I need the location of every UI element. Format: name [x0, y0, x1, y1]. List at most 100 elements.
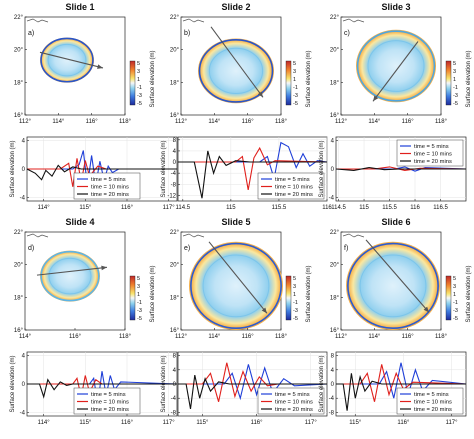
x-tick-label: 115 [359, 205, 369, 211]
x-tick-label: 115.5 [272, 205, 287, 211]
transect-arrowhead [101, 265, 107, 271]
colorbar-tick-label: -5 [137, 101, 142, 107]
map-x-tick-label: 114° [368, 119, 381, 125]
map-y-tick-label: 16° [170, 328, 180, 334]
y-axis-label: Surface elevation (m) [319, 140, 325, 197]
panel-label: a) [28, 30, 34, 37]
x-tick-label: 114° [38, 205, 51, 211]
colorbar-tick-label: 1 [137, 292, 140, 298]
x-tick-label: 115 [226, 205, 236, 211]
legend-entry: time = 20 mins [414, 407, 452, 413]
y-tick-label: -4 [171, 396, 177, 402]
map-x-tick-label: 118° [435, 119, 448, 125]
transect-arrowhead [373, 95, 379, 102]
coastline [182, 233, 205, 238]
map-x-tick-label: 114° [208, 119, 221, 125]
legend-entry: time = 20 mins [275, 407, 313, 413]
x-tick-label: 114° [38, 420, 51, 426]
colorbar-tick-label: 5 [453, 276, 456, 282]
slide-title: Slide 1 [65, 2, 94, 12]
transect-arrow [365, 239, 430, 313]
y-tick-label: 8 [173, 138, 177, 144]
y-tick-label: -4 [329, 195, 335, 201]
colorbar-tick-label: -5 [293, 316, 298, 322]
panel-label: d) [28, 245, 34, 252]
map-y-tick-label: 20° [330, 48, 340, 54]
y-tick-label: 4 [22, 139, 26, 145]
map-x-tick-label: 112° [19, 119, 32, 125]
colorbar-tick-label: -1 [137, 300, 142, 306]
line-chart: 8 4 0 -4 -8 115° 116° 117° Surface elevation (m)… [319, 351, 467, 426]
colorbar-label: Surface elevation (m) [306, 265, 312, 322]
colorbar-tick-label: -5 [137, 316, 142, 322]
x-tick-label: 114.5 [331, 205, 346, 211]
map-y-tick-label: 16° [330, 328, 340, 334]
series-line-2 [27, 375, 177, 397]
series-line-3 [27, 378, 177, 399]
map-y-tick-label: 18° [14, 80, 24, 86]
colorbar-tick-label: 1 [293, 292, 296, 298]
coastline [26, 233, 49, 238]
map-x-tick-label: 114° [208, 334, 221, 340]
y-tick-label: -8 [171, 410, 177, 416]
coastline [342, 233, 365, 238]
map-y-tick-label: 22° [330, 230, 340, 236]
legend-entry: time = 10 mins [275, 400, 313, 406]
slide-panel-1: Slide 1a)22°20°18°16°112° 114° 116° 118°531… [10, 2, 178, 211]
colorbar-tick-label: 5 [137, 61, 140, 67]
x-tick-label: 115° [196, 420, 209, 426]
transect-arrowhead [97, 64, 103, 69]
colorbar-tick-label: -3 [293, 93, 298, 99]
colorbar-label: Surface elevation (m) [150, 50, 156, 107]
map-y-tick-label: 16° [14, 328, 24, 334]
y-tick-label: -4 [20, 195, 26, 201]
map-y-tick-label: 22° [170, 15, 180, 21]
y-axis-label: Surface elevation (m) [319, 355, 325, 412]
legend-entry: time = 10 mins [91, 185, 129, 191]
map-y-tick-label: 18° [330, 80, 340, 86]
y-tick-label: 0 [331, 167, 335, 173]
colorbar [129, 60, 136, 106]
wave-inner-ring [47, 43, 87, 77]
map-y-tick-label: 20° [170, 263, 180, 269]
transect-arrowhead [257, 91, 263, 98]
x-tick-label: 116° [121, 205, 134, 211]
x-tick-label: 115° [79, 420, 92, 426]
legend-entry: time = 10 mins [91, 400, 129, 406]
map-x-tick-label: 112° [175, 334, 188, 340]
transect-arrowhead [423, 306, 429, 313]
map-x-tick-label: 112° [335, 119, 348, 125]
slide-title: Slide 4 [65, 217, 94, 227]
map-y-tick-label: 16° [170, 113, 180, 119]
legend-entry: time = 10 mins [414, 400, 452, 406]
legend-entry: time = 5 mins [275, 392, 310, 398]
x-tick-label: 117° [305, 420, 318, 426]
map-x-tick-label: 112° [335, 334, 348, 340]
y-tick-label: -8 [329, 410, 335, 416]
wave-inner-ring [48, 257, 92, 295]
slide-panel-2: Slide 2 b) 22° 20° 18° 16°112° 114° 116° 118° 5 3 1… [161, 2, 332, 211]
x-tick-label: 117° [163, 205, 176, 211]
panel-label: b) [184, 30, 190, 37]
series-line-3 [26, 164, 177, 181]
colorbar-tick-label: -5 [293, 101, 298, 107]
colorbar-tick-label: -1 [293, 85, 298, 91]
y-tick-label: 0 [331, 382, 335, 388]
map-x-tick-label: 118° [119, 334, 132, 340]
colorbar-tick-label: -1 [453, 300, 458, 306]
colorbar [445, 275, 452, 321]
map-y-tick-label: 18° [14, 295, 24, 301]
y-tick-label: 0 [22, 382, 26, 388]
map-x-tick-label: 118° [119, 119, 132, 125]
legend-box [257, 387, 325, 415]
map-y-tick-label: 22° [14, 15, 24, 21]
series-line-2 [336, 364, 467, 402]
y-tick-label: 4 [22, 354, 26, 360]
x-tick-label: 116.5 [433, 205, 448, 211]
